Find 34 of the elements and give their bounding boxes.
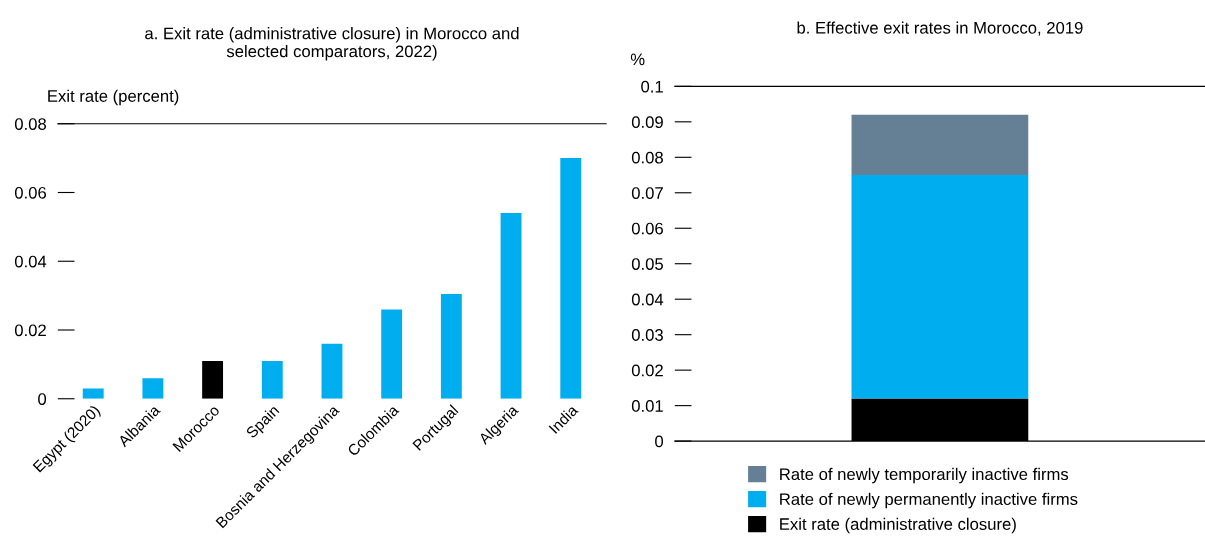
bar: [851, 114, 1029, 176]
y-axis-title: %: [630, 53, 645, 66]
bar: [381, 309, 403, 399]
bar: [560, 158, 582, 399]
bar: [202, 360, 224, 399]
y-tick-label: 0.1: [641, 80, 663, 93]
y-tick-label: 0.08: [14, 118, 47, 130]
y-tick-label: 0.01: [631, 400, 663, 412]
y-tick-label: 0.04: [14, 255, 47, 268]
bar: [82, 388, 104, 399]
bar: [142, 378, 164, 399]
y-axis-title: Exit rate (percent): [48, 89, 179, 106]
bar: [440, 293, 462, 399]
y-tick-label: 0.03: [631, 329, 663, 341]
legend-label: Rate of newly permanently inactive firms: [780, 492, 1078, 509]
y-tick-label: 0.09: [631, 116, 663, 129]
y-tick-label: 0.08: [631, 151, 663, 164]
legend-label: Exit rate (administrative closure): [780, 517, 1016, 534]
y-tick-label: 0.02: [631, 364, 663, 377]
y-tick-label: 0.06: [14, 186, 46, 199]
chart-title: a. Exit rate (administrative closure) in Morocco and selected comparators, 2022): [145, 27, 519, 61]
y-tick-label: 0: [655, 435, 664, 448]
chart-title: b. Effective exit rates in Morocco, 2019: [797, 21, 1083, 36]
legend-label: Rate of newly temporarily inactive firms: [780, 467, 1069, 484]
y-tick-label: 0.02: [14, 324, 46, 337]
bar: [321, 343, 343, 399]
y-tick-label: 0.07: [631, 187, 663, 199]
y-tick-label: 0: [38, 393, 47, 405]
y-tick-label: 0.06: [631, 222, 663, 235]
y-tick-label: 0.04: [631, 293, 664, 306]
bar: [500, 213, 522, 399]
y-tick-label: 0.05: [631, 258, 663, 270]
bar: [261, 360, 283, 399]
bar: [851, 175, 1029, 399]
